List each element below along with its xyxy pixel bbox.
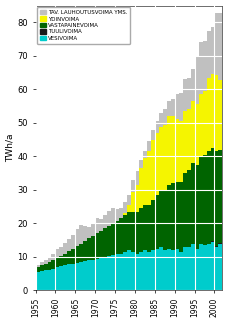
Legend: TAV. LAUHOUTUSVOIMA YMS., YDINVOIMA, VASTAPAINEVOIMA, TUULIVOIMA, VESIVOIMA: TAV. LAUHOUTUSVOIMA YMS., YDINVOIMA, VAS… — [37, 7, 130, 44]
Y-axis label: TWh/a: TWh/a — [5, 134, 15, 162]
